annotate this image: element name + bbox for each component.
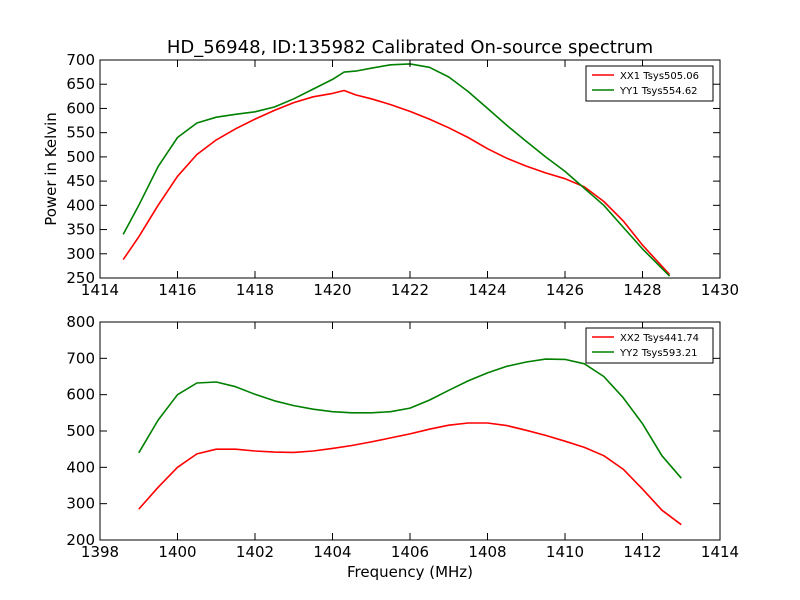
x-tick-label: 1422 <box>391 281 429 299</box>
y-tick-label: 600 <box>66 386 95 404</box>
series-line-yy2 <box>138 358 682 479</box>
x-tick-label: 1414 <box>701 543 739 561</box>
y-tick-label: 650 <box>66 75 95 93</box>
x-tick-label: 1420 <box>313 281 351 299</box>
legend-label: YY2 Tsys593.21 <box>619 348 698 359</box>
x-tick-label: 1424 <box>468 281 506 299</box>
legend: XX2 Tsys441.74 YY2 Tsys593.21 <box>585 327 714 364</box>
x-tick-label: 1400 <box>158 543 196 561</box>
series-line-xx2 <box>138 422 682 526</box>
x-tick-label: 1414 <box>81 281 119 299</box>
y-tick-label: 200 <box>66 531 95 549</box>
x-tick-label: 1426 <box>546 281 584 299</box>
y-tick-label: 300 <box>66 245 95 263</box>
x-tick-label: 1404 <box>313 543 351 561</box>
y-tick-label: 550 <box>66 124 95 142</box>
y-tick-label: 300 <box>66 495 95 513</box>
y-tick-label: 700 <box>66 349 95 367</box>
legend-label: XX2 Tsys441.74 <box>620 333 699 344</box>
legend-box <box>585 327 714 364</box>
legend: XX1 Tsys505.06 YY1 Tsys554.62 <box>585 65 714 102</box>
x-tick-label: 1408 <box>468 543 506 561</box>
bottom-xlabel: Frequency (MHz) <box>347 563 473 581</box>
chart-title: HD_56948, ID:135982 Calibrated On-source… <box>167 37 653 58</box>
y-tick-label: 350 <box>66 221 95 239</box>
x-tick-label: 1416 <box>158 281 196 299</box>
y-tick-label: 600 <box>66 99 95 117</box>
series-group <box>122 63 671 277</box>
x-tick-label: 1418 <box>236 281 274 299</box>
y-tick-label: 450 <box>66 172 95 190</box>
x-tick-label: 1402 <box>236 543 274 561</box>
legend-box <box>585 65 714 102</box>
series-line-yy1 <box>122 63 671 277</box>
x-tick-label: 1412 <box>623 543 661 561</box>
x-tick-label: 1410 <box>546 543 584 561</box>
x-tick-label: 1428 <box>623 281 661 299</box>
x-tick-label: 1406 <box>391 543 429 561</box>
y-tick-label: 500 <box>66 422 95 440</box>
top-plot: 1414 1416 1418 1420 1422 1424 1426 1428 1430 250 3… <box>66 51 739 299</box>
series-group <box>138 358 682 526</box>
bottom-plot: 1398 1400 1402 1404 1406 1408 1410 1412 1414 200 3… <box>66 313 739 561</box>
y-tick-label: 400 <box>66 196 95 214</box>
x-tick-label: 1430 <box>701 281 739 299</box>
y-tick-label: 800 <box>66 313 95 331</box>
series-line-xx1 <box>122 89 671 276</box>
y-tick-label: 700 <box>66 51 95 69</box>
legend-label: YY1 Tsys554.62 <box>619 86 698 97</box>
top-ylabel: Power in Kelvin <box>42 112 60 226</box>
y-tick-label: 500 <box>66 148 95 166</box>
x-tick-label: 1398 <box>81 543 119 561</box>
legend-label: XX1 Tsys505.06 <box>620 71 699 82</box>
y-tick-label: 400 <box>66 458 95 476</box>
y-tick-label: 250 <box>66 269 95 287</box>
